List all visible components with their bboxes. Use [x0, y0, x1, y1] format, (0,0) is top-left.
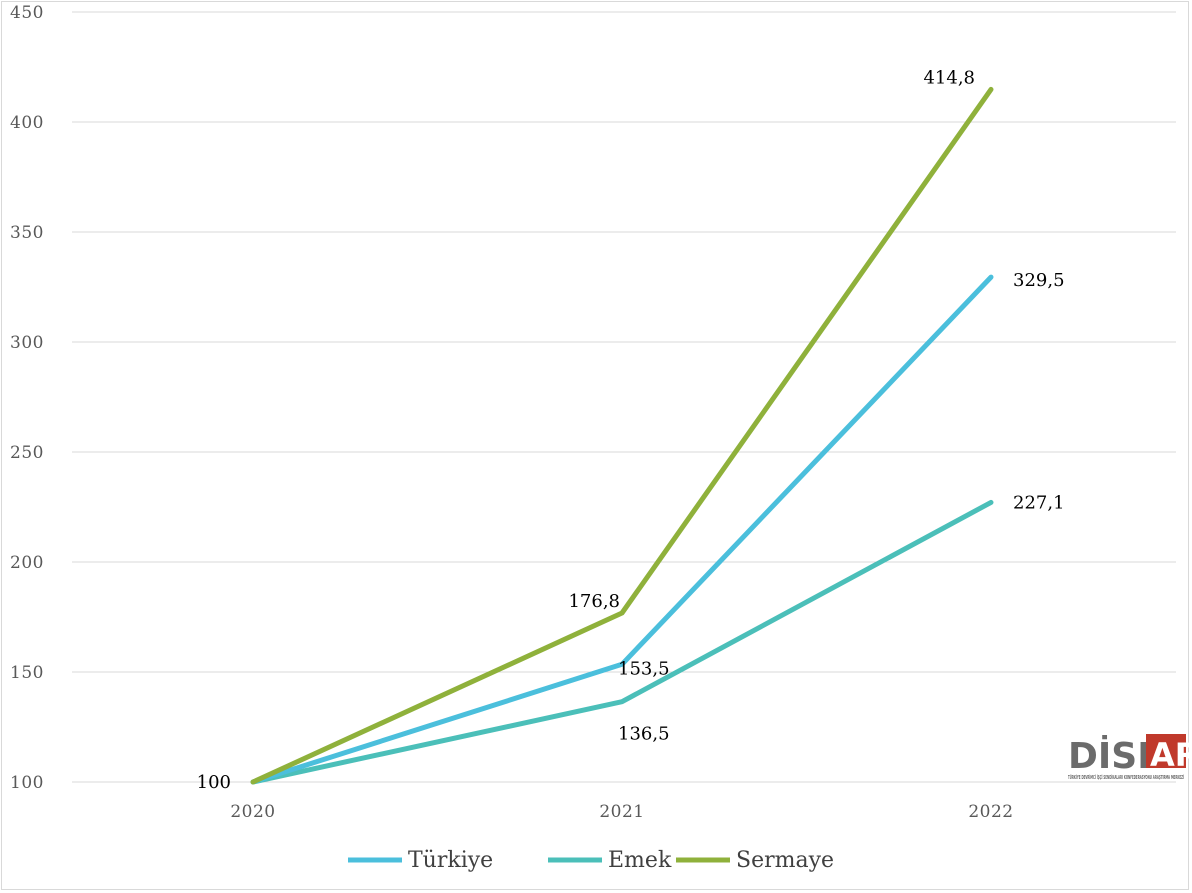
data-label: 227,1 [1013, 492, 1065, 513]
y-tick-label: 150 [10, 663, 44, 683]
y-tick-label: 350 [10, 223, 44, 243]
gridlines [72, 11, 1176, 783]
legend-label: Türkiye [408, 848, 493, 873]
data-label: 153,5 [618, 658, 670, 679]
y-tick-label: 100 [10, 773, 44, 793]
x-tick-label: 2022 [968, 802, 1013, 822]
legend: Türkiye Emek Sermaye [348, 848, 834, 873]
data-labels: 153,5 329,5 136,5 227,1 100 176,8 414,8 [197, 67, 1065, 793]
logo-red-box [1146, 734, 1186, 768]
data-label: 329,5 [1013, 270, 1065, 291]
x-axis-ticks: 2020 2021 2022 [230, 802, 1013, 822]
y-axis-ticks: 100 150 200 250 300 350 400 450 [10, 3, 44, 793]
data-label: 100 [197, 772, 231, 793]
x-tick-label: 2020 [230, 802, 275, 822]
y-tick-label: 400 [10, 113, 44, 133]
series-line-2 [250, 86, 994, 785]
y-tick-label: 200 [10, 553, 44, 573]
diskar-logo: DİSK AR TÜRKİYE DEVRİMCİ İŞÇİ SENDİKALAR… [1062, 732, 1192, 781]
y-tick-label: 300 [10, 333, 44, 353]
series-line-0 [250, 274, 994, 785]
legend-label: Sermaye [736, 848, 834, 873]
y-tick-label: 450 [10, 3, 44, 23]
legend-label: Emek [608, 848, 672, 873]
series-line-1 [250, 499, 994, 785]
data-label: 136,5 [618, 724, 670, 745]
data-label: 176,8 [568, 591, 620, 612]
series-lines [250, 86, 994, 785]
y-tick-label: 250 [10, 443, 44, 463]
logo-subtitle: TÜRKİYE DEVRİMCİ İŞÇİ SENDİKALARI KONFED… [1068, 774, 1184, 781]
data-label: 414,8 [923, 67, 975, 88]
x-tick-label: 2021 [599, 802, 644, 822]
logo-text-right: AR [1150, 736, 1192, 774]
